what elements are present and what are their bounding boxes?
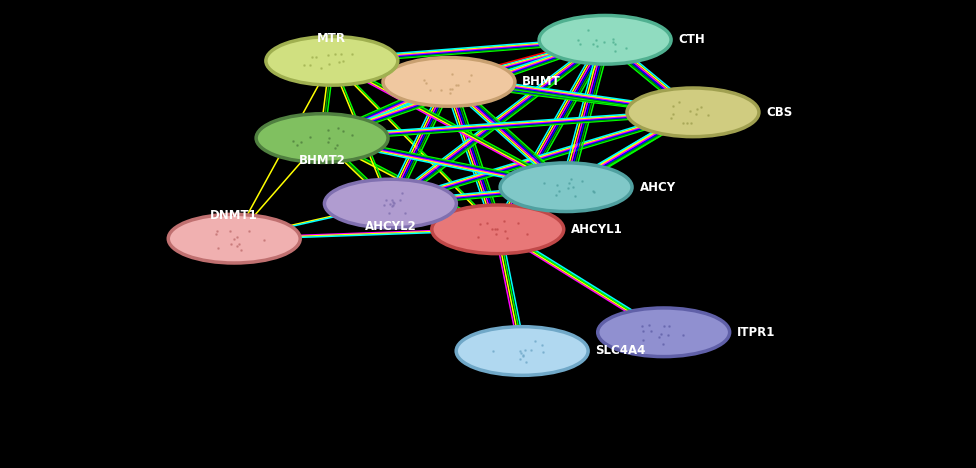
Ellipse shape bbox=[168, 214, 301, 263]
Text: AHCYL1: AHCYL1 bbox=[571, 223, 623, 236]
Ellipse shape bbox=[431, 205, 564, 254]
Ellipse shape bbox=[383, 58, 515, 106]
Ellipse shape bbox=[597, 308, 730, 357]
Text: CTH: CTH bbox=[678, 33, 706, 46]
Text: BHMT2: BHMT2 bbox=[299, 154, 346, 167]
Ellipse shape bbox=[539, 15, 671, 64]
Text: ITPR1: ITPR1 bbox=[737, 326, 776, 339]
Ellipse shape bbox=[265, 37, 398, 85]
Text: CBS: CBS bbox=[766, 106, 793, 119]
Ellipse shape bbox=[456, 327, 589, 375]
Text: AHCYL2: AHCYL2 bbox=[364, 219, 417, 233]
Text: BHMT: BHMT bbox=[522, 75, 561, 88]
Ellipse shape bbox=[500, 163, 632, 212]
Text: DNMT1: DNMT1 bbox=[211, 209, 258, 222]
Ellipse shape bbox=[627, 88, 759, 137]
Ellipse shape bbox=[256, 114, 388, 162]
Text: AHCY: AHCY bbox=[639, 181, 675, 194]
Text: SLC4A4: SLC4A4 bbox=[595, 344, 646, 358]
Ellipse shape bbox=[324, 179, 457, 228]
Text: MTR: MTR bbox=[317, 32, 346, 45]
